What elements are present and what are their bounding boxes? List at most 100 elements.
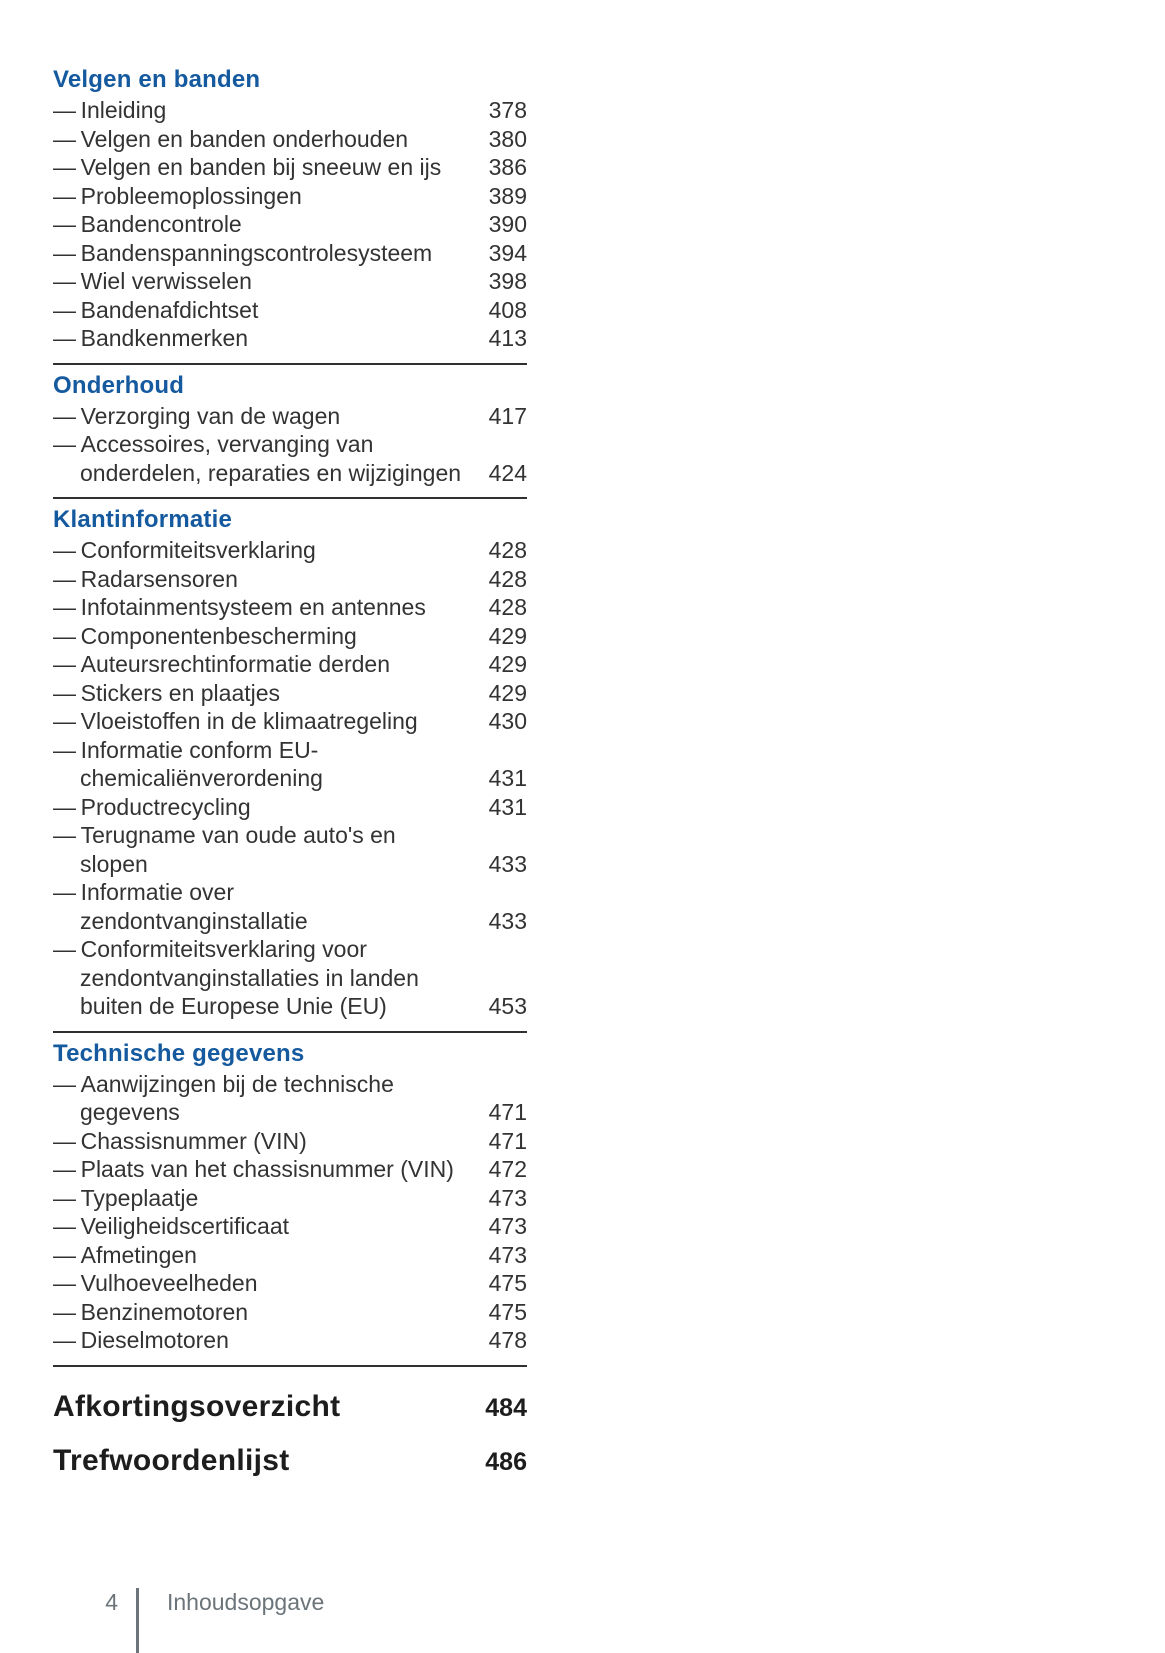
- toc-item-line: — Vulhoeveelheden: [53, 1270, 258, 1296]
- toc-item-line: — Bandencontrole: [53, 211, 242, 237]
- toc-item-line: — Conformiteitsverklaring voor: [53, 936, 367, 962]
- toc-item-line: — Informatie conform EU-: [53, 736, 319, 763]
- toc-item-page-number: 471: [488, 1099, 527, 1125]
- toc-item-line: — Bandenspanningscontrolesysteem: [53, 239, 433, 266]
- toc-item-page-number: 378: [488, 97, 527, 123]
- toc-item-page-number: 428: [488, 537, 527, 563]
- toc-item-label: — Benzinemotoren: [53, 1298, 248, 1327]
- toc-item-label: — Productrecycling: [53, 793, 251, 822]
- toc-item-page-number: 430: [488, 708, 527, 734]
- toc-item-page-number: 390: [488, 211, 527, 237]
- toc-item-line: — Aanwijzingen bij de technische: [53, 1070, 394, 1097]
- standalone-entry: Trefwoordenlijst 486: [53, 1443, 527, 1479]
- toc-item-line: — Typeplaatje: [53, 1184, 199, 1211]
- toc-item-page-number: 413: [488, 325, 527, 351]
- toc-item-line: — Veiligheidscertificaat: [53, 1213, 289, 1239]
- toc-item-label: — Infotainmentsysteem en antennes: [53, 593, 426, 622]
- toc-item: — Velgen en banden bij sneeuw en ijs 386: [53, 153, 527, 182]
- toc-item-page-number: 471: [488, 1127, 527, 1154]
- toc-item-label: — Veiligheidscertificaat: [53, 1212, 289, 1241]
- toc-item-label: — Bandenspanningscontrolesysteem: [53, 239, 432, 268]
- toc-item: — Informatie conform EU-chemicaliënveror…: [53, 736, 527, 793]
- toc-item: — Productrecycling 431: [53, 793, 527, 822]
- toc-item-line: — Vloeistoffen in de klimaatregeling: [53, 708, 418, 734]
- toc-item: — Benzinemotoren 475: [53, 1298, 527, 1327]
- toc-item: — Inleiding 378: [53, 96, 527, 125]
- toc-item: — Bandenspanningscontrolesysteem 394: [53, 239, 527, 268]
- toc-item-label: — Afmetingen: [53, 1241, 197, 1270]
- toc-item-line: — Productrecycling: [53, 793, 251, 820]
- toc-item-line: — Bandkenmerken: [53, 325, 249, 351]
- toc-item: — Radarsensoren 428: [53, 565, 527, 594]
- standalone-entry-page-number: 484: [485, 1393, 527, 1422]
- toc-item-line: — Verzorging van de wagen: [53, 402, 341, 429]
- toc-item: — Chassisnummer (VIN) 471: [53, 1127, 527, 1156]
- toc-item-label: — Dieselmotoren: [53, 1326, 229, 1355]
- toc-item-label: — Vulhoeveelheden: [53, 1269, 258, 1298]
- toc-item: — Componentenbescherming 429: [53, 622, 527, 651]
- toc-section: Velgen en banden — Inleiding 378— Velgen e…: [53, 66, 527, 365]
- toc-item-page-number: 473: [488, 1213, 527, 1239]
- toc-item-line: buiten de Europese Unie (EU): [80, 993, 387, 1019]
- toc-item-label: — Terugname van oude auto's en slopen: [53, 821, 396, 878]
- toc-item-label: — Velgen en banden bij sneeuw en ijs: [53, 153, 441, 182]
- toc-item-line: — Dieselmotoren: [53, 1327, 229, 1353]
- toc-item-page-number: 472: [488, 1156, 527, 1182]
- toc-item-page-number: 424: [488, 459, 527, 486]
- toc-item-line: — Auteursrechtinformatie derden: [53, 651, 390, 677]
- toc-item-page-number: 386: [488, 154, 527, 180]
- toc-item: — Wiel verwisselen 398: [53, 267, 527, 296]
- toc-item-line: — Probleemoplossingen: [53, 182, 302, 209]
- toc-item-line: — Infotainmentsysteem en antennes: [53, 594, 426, 620]
- toc-item-line: — Stickers en plaatjes: [53, 679, 281, 706]
- toc-item-label: — Plaats van het chassisnummer (VIN): [53, 1155, 454, 1184]
- section-divider: [53, 497, 527, 499]
- toc-item-page-number: 473: [488, 1241, 527, 1268]
- toc-item-line: — Radarsensoren: [53, 565, 238, 592]
- toc-item-page-number: 398: [488, 268, 527, 294]
- toc-item-page-number: 394: [488, 239, 527, 266]
- toc-item-line: — Terugname van oude auto's en: [53, 822, 396, 848]
- toc-item: — Bandencontrole 390: [53, 210, 527, 239]
- section-divider: [53, 1030, 527, 1033]
- toc-item-line: — Plaats van het chassisnummer (VIN): [53, 1156, 454, 1182]
- toc-item: — Typeplaatje 473: [53, 1184, 527, 1213]
- toc-item: — Probleemoplossingen 389: [53, 182, 527, 211]
- toc-item-label: — Bandenafdichtset: [53, 296, 258, 325]
- toc-item-line: — Afmetingen: [53, 1241, 197, 1268]
- toc-item: — Conformiteitsverklaring voor zendontvan…: [53, 935, 527, 1021]
- toc-item-label: — Wiel verwisselen: [53, 267, 252, 296]
- toc-section: Klantinformatie — Conformiteitsverklaring…: [53, 506, 527, 1033]
- section-divider: [53, 1364, 527, 1367]
- toc-item-line: onderdelen, reparaties en wijzigingen: [80, 459, 462, 486]
- toc-item-line: zendontvanginstallatie: [80, 907, 308, 934]
- toc-item-line: — Chassisnummer (VIN): [53, 1127, 307, 1154]
- standalone-entry-title: Afkortingsoverzicht: [53, 1389, 341, 1423]
- toc-item-label: — Inleiding: [53, 96, 166, 125]
- toc-item-label: — Conformiteitsverklaring: [53, 536, 316, 565]
- toc-item-label: — Auteursrechtinformatie derden: [53, 650, 390, 679]
- toc-standalone-entries: Afkortingsoverzicht 484 Trefwoordenlijst 48…: [53, 1389, 527, 1479]
- section-title: Onderhoud: [53, 371, 185, 399]
- toc-item-line: — Inleiding: [53, 97, 167, 123]
- toc-section: Onderhoud — Verzorging van de wagen 417 — A…: [53, 371, 527, 499]
- toc-item-line: gegevens: [80, 1099, 180, 1125]
- toc-item: — Veiligheidscertificaat 473: [53, 1212, 527, 1241]
- toc-item-label: — Verzorging van de wagen: [53, 402, 340, 431]
- toc-item-line: — Conformiteitsverklaring: [53, 537, 316, 563]
- toc-item-line: — Wiel verwisselen: [53, 268, 252, 294]
- toc-item-label: — Componentenbescherming: [53, 622, 357, 651]
- toc-item-line: — Bandenafdichtset: [53, 296, 259, 323]
- toc-item-page-number: 475: [488, 1270, 527, 1296]
- toc-item-label: — Bandkenmerken: [53, 324, 248, 353]
- toc-item-label: — Vloeistoffen in de klimaatregeling: [53, 707, 418, 736]
- toc-item-page-number: 478: [488, 1327, 527, 1353]
- toc-item: — Terugname van oude auto's en slopen 433: [53, 821, 527, 878]
- toc-item: — Informatie over zendontvanginstallatie 4…: [53, 878, 527, 935]
- toc-item-page-number: 431: [488, 793, 527, 820]
- toc-item: — Vloeistoffen in de klimaatregeling 430: [53, 707, 527, 736]
- toc-item-page-number: 428: [488, 565, 527, 592]
- toc-item-line: — Informatie over: [53, 879, 235, 905]
- toc-item-label: — Probleemoplossingen: [53, 182, 302, 211]
